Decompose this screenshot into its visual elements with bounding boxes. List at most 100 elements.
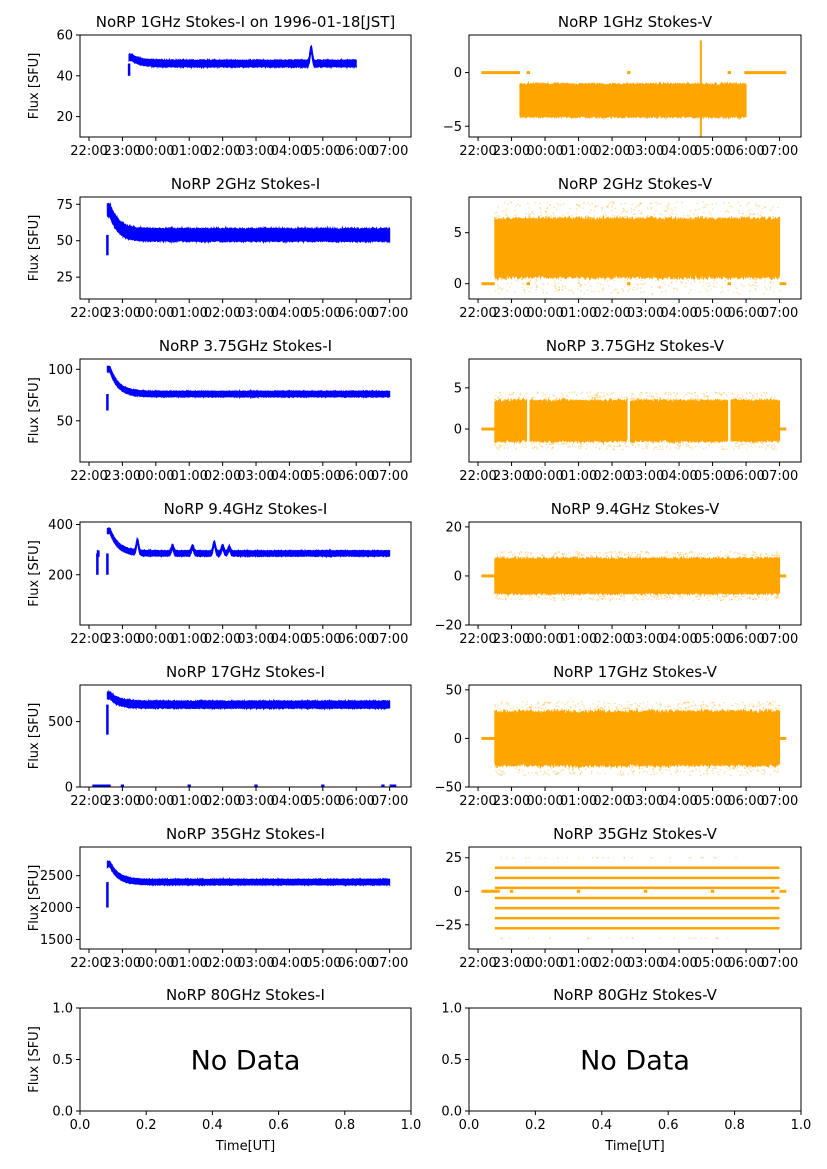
scatter-point (542, 283, 545, 286)
scatter-point (739, 443, 742, 446)
scatter-point (653, 396, 655, 399)
scatter-point (500, 276, 503, 279)
scatter-point (748, 596, 751, 599)
scatter-point (548, 218, 550, 221)
scatter-point (634, 595, 636, 598)
scatter-point (611, 551, 613, 554)
scatter-point (713, 856, 715, 859)
scatter-point (657, 595, 659, 597)
scatter-point (688, 764, 691, 767)
scatter-point (502, 708, 505, 710)
scatter-point (597, 595, 600, 597)
scatter-point (683, 396, 686, 398)
scatter-point (553, 284, 556, 287)
scatter-point (607, 285, 610, 287)
scatter-point (612, 290, 615, 292)
scatter-point (494, 279, 497, 281)
x-tick-label: 06:00 (727, 469, 764, 484)
scatter-point (690, 282, 692, 285)
panel-2ghz-v: NoRP 2GHz Stokes-V0522:0023:0000:0001:00… (454, 175, 802, 321)
scatter-point (596, 705, 599, 708)
scatter-point (668, 764, 671, 767)
x-tick-label: 00:00 (526, 794, 563, 809)
scatter-point (705, 447, 707, 449)
scatter-point (679, 706, 681, 709)
scatter-point (679, 442, 682, 444)
scatter-point (577, 282, 580, 285)
scatter-point (499, 446, 501, 448)
scatter-point (720, 291, 722, 294)
scatter-point (704, 277, 707, 280)
scatter-point (604, 398, 607, 401)
scatter-point (702, 701, 705, 703)
plot-area (481, 40, 787, 137)
scatter-point (605, 554, 608, 557)
scatter-point (738, 400, 741, 402)
scatter-point (497, 772, 500, 775)
scatter-point (623, 594, 626, 597)
scatter-point (573, 391, 576, 393)
scatter-point (702, 704, 705, 706)
scatter-point (722, 391, 725, 394)
scatter-point (590, 710, 593, 713)
scatter-point (504, 398, 507, 401)
scatter-point (762, 275, 764, 278)
scatter-point (748, 596, 751, 598)
scatter-point (635, 555, 637, 558)
scatter-point (497, 446, 500, 449)
x-tick-label: 05:00 (694, 306, 731, 321)
scatter-point (650, 441, 653, 443)
scatter-point (518, 552, 521, 555)
scatter-point (684, 701, 686, 704)
scatter-point (652, 395, 655, 398)
scatter-point (560, 764, 563, 766)
scatter-point (546, 701, 548, 704)
scatter-point (499, 557, 501, 559)
scatter-point (634, 394, 636, 397)
scatter-point (667, 394, 670, 396)
scatter-point (610, 554, 612, 556)
y-tick-label: 1.0 (441, 1002, 462, 1017)
scatter-point (565, 764, 567, 767)
scatter-point (705, 277, 708, 280)
scatter-point (748, 213, 751, 216)
scatter-point (540, 557, 542, 560)
scatter-point (632, 937, 634, 940)
scatter-point (548, 708, 550, 711)
scatter-point (505, 701, 507, 704)
scatter-point (533, 446, 536, 449)
scatter-point (731, 392, 734, 394)
scatter-point (580, 554, 583, 557)
scatter-point (741, 212, 744, 215)
scatter-point (720, 399, 722, 401)
scatter-point (671, 281, 673, 283)
scatter-point (668, 595, 671, 597)
scatter-point (660, 703, 663, 706)
scatter-point (633, 213, 635, 216)
scatter-point (696, 398, 699, 401)
scatter-point (583, 705, 585, 707)
scatter-point (651, 292, 654, 295)
scatter-point (705, 395, 707, 398)
scatter-point (654, 595, 657, 597)
scatter-point (610, 291, 613, 294)
scatter-point (688, 552, 691, 554)
scatter-point (666, 705, 669, 708)
scatter-point (667, 207, 670, 210)
scatter-point (658, 707, 661, 710)
scatter-point (693, 554, 696, 557)
scatter-point (638, 767, 641, 769)
x-tick-label: 02:00 (204, 632, 241, 647)
scatter-point (760, 554, 762, 557)
scatter-point (733, 596, 735, 598)
scatter-point (611, 201, 613, 203)
scatter-point (624, 707, 627, 709)
scatter-point (561, 289, 564, 292)
scatter-point (601, 707, 604, 710)
scatter-point (527, 710, 529, 712)
scatter-point (712, 701, 715, 704)
scatter-point (578, 204, 580, 207)
scatter-point (591, 441, 594, 444)
scatter-point (630, 210, 633, 213)
scatter-point (694, 395, 697, 397)
